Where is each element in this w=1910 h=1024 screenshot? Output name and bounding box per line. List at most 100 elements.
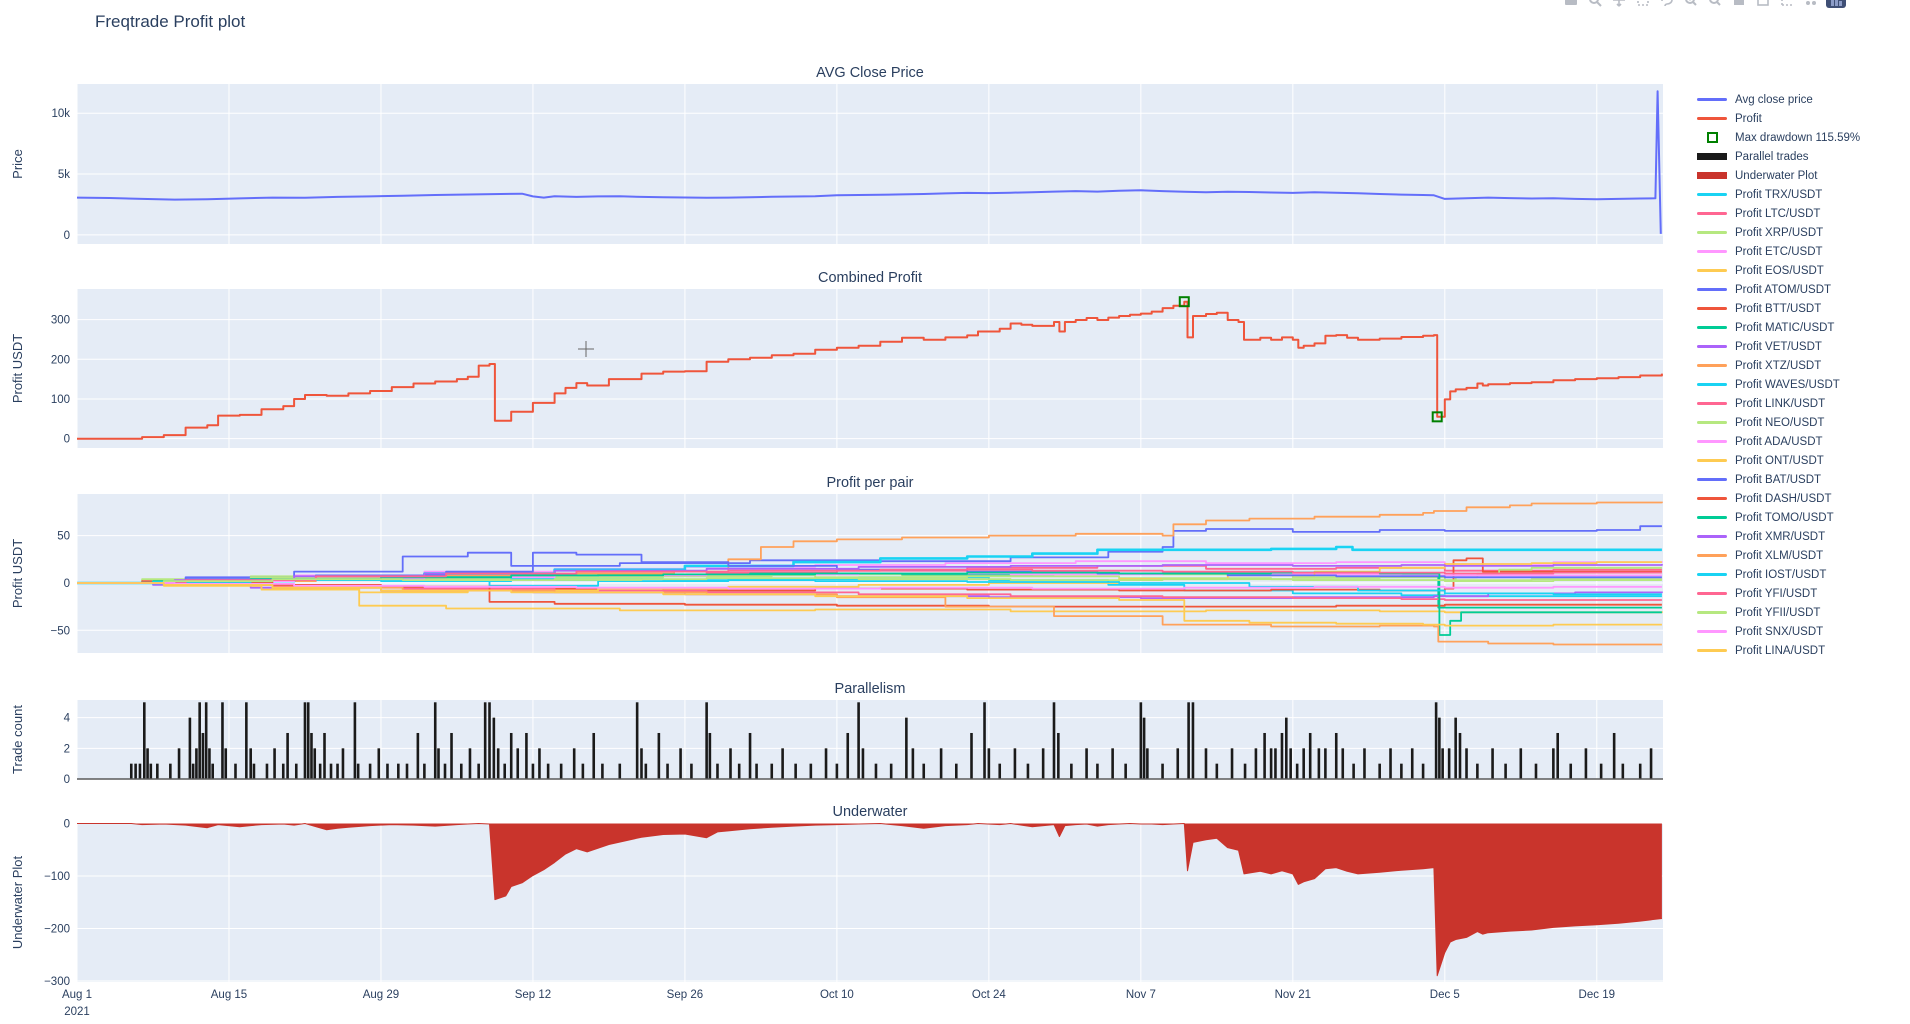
trade-count-bar: [443, 763, 447, 779]
trade-count-bar: [509, 732, 513, 779]
trade-count-bar: [1285, 717, 1288, 779]
plotly-logo-icon[interactable]: [1826, 0, 1846, 8]
subplot-avg-close-price[interactable]: 0 5k 10k AVG Close Price Price: [10, 65, 1663, 244]
trade-count-bar: [1263, 732, 1266, 779]
y-tick-label: 100: [51, 394, 70, 406]
subplot-title: Parallelism: [835, 681, 906, 697]
trade-count-bar: [188, 717, 192, 779]
legend-item-profit-btt-usdt[interactable]: Profit BTT/USDT: [1697, 299, 1907, 318]
trade-count-bar: [1649, 748, 1653, 779]
legend-item-profit-lina-usdt[interactable]: Profit LINA/USDT: [1697, 641, 1907, 660]
legend-item-profit-ont-usdt[interactable]: Profit ONT/USDT: [1697, 451, 1907, 470]
subplot-underwater[interactable]: 0 −100 −200 −300 Underwater Underwater Plot: [10, 804, 1663, 988]
legend-item-profit-trx-usdt[interactable]: Profit TRX/USDT: [1697, 185, 1907, 204]
legend-item-parallel-trades[interactable]: Parallel trades: [1697, 147, 1907, 166]
reset-axes-icon[interactable]: [1754, 0, 1772, 9]
series-profit-yfi-usdt: [77, 568, 1662, 584]
trade-count-bar: [405, 763, 409, 779]
trade-count-bar: [252, 763, 256, 779]
trade-count-bar: [397, 763, 400, 779]
subplot-parallelism[interactable]: 0 2 4 Parallelism Trade count: [10, 681, 1663, 786]
trade-count-bar: [809, 763, 813, 779]
trade-count-bar: [987, 748, 991, 779]
legend-label: Profit EOS/USDT: [1735, 264, 1824, 277]
zoom-in-icon[interactable]: [1682, 0, 1700, 9]
trade-count-bar: [488, 702, 491, 779]
trade-count-bar: [341, 748, 345, 779]
trade-count-bar: [1269, 748, 1273, 779]
trade-count-bar: [1519, 748, 1523, 779]
trade-count-bar: [195, 748, 198, 779]
legend-item-profit-eos-usdt[interactable]: Profit EOS/USDT: [1697, 261, 1907, 280]
lasso-select-icon[interactable]: [1658, 0, 1676, 9]
legend-label: Parallel trades: [1735, 150, 1809, 163]
trade-count-bar: [679, 748, 682, 779]
legend-item-profit-tomo-usdt[interactable]: Profit TOMO/USDT: [1697, 508, 1907, 527]
legend-item-profit-iost-usdt[interactable]: Profit IOST/USDT: [1697, 565, 1907, 584]
zoom-icon[interactable]: [1586, 0, 1604, 9]
y-tick-label: −200: [44, 923, 70, 935]
line-swatch-icon: [1697, 554, 1727, 557]
trade-count-bar: [794, 763, 797, 779]
legend-item-profit-etc-usdt[interactable]: Profit ETC/USDT: [1697, 242, 1907, 261]
trade-count-bar: [265, 763, 269, 779]
legend-item-profit-dash-usdt[interactable]: Profit DASH/USDT: [1697, 489, 1907, 508]
legend-label: Profit LINK/USDT: [1735, 397, 1826, 410]
legend-item-profit-matic-usdt[interactable]: Profit MATIC/USDT: [1697, 318, 1907, 337]
trade-count-bar: [1465, 748, 1468, 779]
plot-background[interactable]: [77, 700, 1663, 779]
box-select-icon[interactable]: [1634, 0, 1652, 9]
x-tick-label: Dec 5: [1430, 989, 1460, 1001]
legend-item-profit-ada-usdt[interactable]: Profit ADA/USDT: [1697, 432, 1907, 451]
toggle-spikelines-icon[interactable]: [1778, 0, 1796, 9]
legend-item-profit-vet-usdt[interactable]: Profit VET/USDT: [1697, 337, 1907, 356]
legend-item-profit-ltc-usdt[interactable]: Profit LTC/USDT: [1697, 204, 1907, 223]
pan-icon[interactable]: [1610, 0, 1628, 9]
legend-item-profit-xtz-usdt[interactable]: Profit XTZ/USDT: [1697, 356, 1907, 375]
legend-item-max-drawdown-115-59-[interactable]: Max drawdown 115.59%: [1697, 128, 1907, 147]
line-swatch-icon: [1697, 516, 1727, 519]
trade-count-bar: [234, 763, 237, 779]
trade-count-bar: [149, 763, 153, 779]
line-swatch-icon: [1697, 250, 1727, 253]
legend-item-avg-close-price[interactable]: Avg close price: [1697, 90, 1907, 109]
line-swatch-icon: [1697, 592, 1727, 595]
subplot-profit-per-pair[interactable]: −50 0 50 Profit per pair Profit USDT: [10, 475, 1663, 653]
trade-count-bar: [318, 763, 322, 779]
trade-count-bar: [249, 748, 252, 779]
legend-item-profit-atom-usdt[interactable]: Profit ATOM/USDT: [1697, 280, 1907, 299]
trade-count-bar: [835, 763, 839, 779]
line-swatch-icon: [1697, 288, 1727, 291]
legend-label: Profit WAVES/USDT: [1735, 378, 1840, 391]
legend-item-profit[interactable]: Profit: [1697, 109, 1907, 128]
legend-item-profit-xlm-usdt[interactable]: Profit XLM/USDT: [1697, 546, 1907, 565]
hover-closest-icon[interactable]: [1802, 0, 1820, 9]
legend-item-profit-yfii-usdt[interactable]: Profit YFII/USDT: [1697, 603, 1907, 622]
legend-item-profit-snx-usdt[interactable]: Profit SNX/USDT: [1697, 622, 1907, 641]
series-profit: [77, 300, 1663, 440]
trade-count-bar: [134, 763, 137, 779]
legend-item-profit-yfi-usdt[interactable]: Profit YFI/USDT: [1697, 584, 1907, 603]
line-swatch-icon: [1697, 535, 1727, 538]
trade-count-bar: [433, 702, 437, 779]
legend-label: Profit DASH/USDT: [1735, 492, 1832, 505]
legend-item-underwater-plot[interactable]: Underwater Plot: [1697, 166, 1907, 185]
legend-item-profit-xmr-usdt[interactable]: Profit XMR/USDT: [1697, 527, 1907, 546]
legend-item-profit-bat-usdt[interactable]: Profit BAT/USDT: [1697, 470, 1907, 489]
subplot-combined-profit[interactable]: 0 100 200 300 Combined Profit Profit USDT: [10, 270, 1663, 448]
legend-label: Profit ADA/USDT: [1735, 435, 1823, 448]
plot-background[interactable]: [77, 84, 1663, 244]
y-tick-label: 0: [64, 578, 70, 590]
download-camera-icon[interactable]: [1562, 0, 1580, 9]
autoscale-icon[interactable]: [1730, 0, 1748, 9]
y-tick-label: −100: [44, 871, 70, 883]
trade-count-bar: [503, 763, 507, 779]
zoom-out-icon[interactable]: [1706, 0, 1724, 9]
plot-background[interactable]: [77, 289, 1663, 448]
legend-item-profit-link-usdt[interactable]: Profit LINK/USDT: [1697, 394, 1907, 413]
legend-item-profit-waves-usdt[interactable]: Profit WAVES/USDT: [1697, 375, 1907, 394]
legend-item-profit-neo-usdt[interactable]: Profit NEO/USDT: [1697, 413, 1907, 432]
legend-item-profit-xrp-usdt[interactable]: Profit XRP/USDT: [1697, 223, 1907, 242]
x-tick-label: Nov 7: [1126, 989, 1156, 1001]
